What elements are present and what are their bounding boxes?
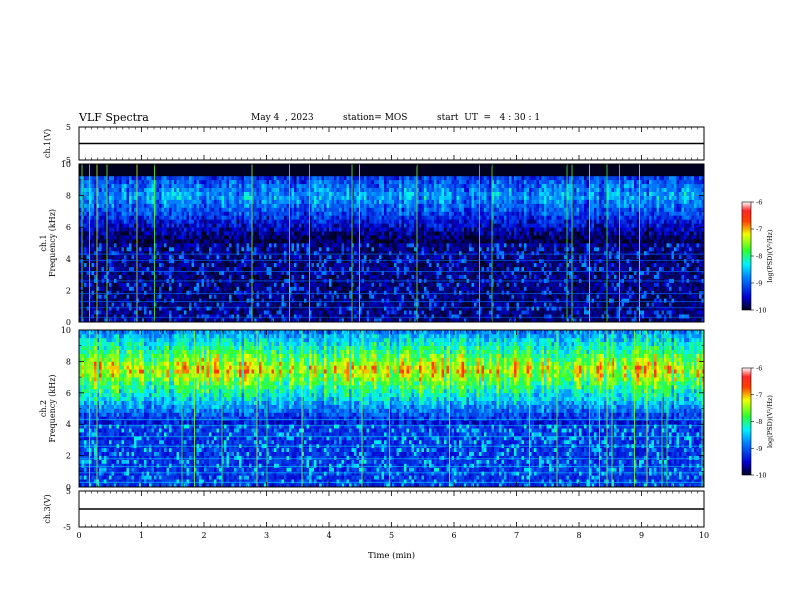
y-tick-label: 2 — [66, 452, 71, 461]
y-tick-label: 6 — [66, 223, 71, 232]
colorbar-tick-label: -10 — [756, 472, 766, 480]
x-tick-label: 2 — [201, 531, 206, 540]
y-tick-label: 5 — [66, 123, 71, 132]
y-tick-label: 10 — [61, 326, 71, 335]
sferic-line — [606, 164, 608, 322]
x-tick-label: 9 — [639, 531, 644, 540]
spectrogram-ch2 — [79, 330, 705, 488]
y-tick-label: 0 — [66, 318, 71, 327]
sferic-line — [449, 330, 450, 487]
y-tick-label: -5 — [63, 523, 71, 532]
spectrogram-ch1 — [79, 164, 705, 323]
colorbar — [741, 201, 752, 311]
sferic-line — [589, 330, 590, 487]
sferic-line — [646, 330, 648, 487]
sferic-line — [96, 330, 98, 487]
sferic-line — [256, 330, 258, 487]
y-tick-label: 8 — [66, 192, 71, 201]
sferic-line — [96, 164, 98, 322]
colorbar-tick-label: -6 — [756, 365, 762, 373]
y-tick-label: 8 — [66, 357, 71, 366]
station-label: station= MOS — [343, 113, 407, 123]
colorbar — [741, 367, 752, 476]
x-axis-title: Time (min) — [368, 550, 415, 561]
sferic-line — [589, 164, 590, 322]
sferic-line — [389, 330, 390, 487]
sferic-line — [289, 164, 290, 322]
sferic-line — [136, 164, 138, 322]
y-tick-label: 5 — [66, 487, 71, 496]
x-tick-label: 7 — [514, 531, 519, 540]
x-tick-label: 1 — [139, 531, 144, 540]
colorbar-tick-label: -8 — [756, 253, 762, 261]
sferic-line — [611, 330, 613, 487]
sferic-line — [301, 330, 303, 487]
sferic-line — [89, 164, 90, 322]
y-tick-label: -5 — [63, 156, 71, 165]
x-tick-label: 4 — [326, 531, 331, 540]
sferic-line — [571, 164, 573, 322]
colorbar-tick-label: -10 — [756, 307, 766, 315]
x-tick-label: 3 — [264, 531, 269, 540]
date-label: May 4 , 2023 — [251, 113, 314, 123]
colorbar-tick-label: -9 — [756, 280, 762, 288]
y-axis-label: Frequency (kHz) — [48, 209, 57, 277]
y-tick-label: 2 — [66, 286, 71, 295]
y-axis-label: ch.1 — [39, 234, 48, 251]
sferic-line — [556, 330, 558, 487]
sferic-line — [359, 164, 360, 322]
y-axis-label: ch.1(V) — [43, 129, 52, 158]
colorbar-tick-label: -7 — [756, 226, 762, 234]
colorbar-tick-label: -6 — [756, 199, 762, 207]
sferic-line — [606, 330, 608, 487]
sferic-line — [666, 330, 668, 487]
colorbar-tick-label: -8 — [756, 418, 762, 426]
sferic-line — [106, 164, 108, 322]
x-tick-label: 5 — [389, 531, 394, 540]
sferic-line — [351, 164, 353, 322]
y-tick-label: 4 — [66, 255, 71, 264]
sferic-line — [251, 164, 253, 322]
colorbar-label: log(PSD)(V²/Hz) — [766, 395, 774, 448]
colorbar-tick-label: -7 — [756, 391, 762, 399]
sferic-line — [619, 164, 620, 322]
y-axis-label: ch.2 — [39, 400, 48, 417]
y-axis-label: ch.3(V) — [43, 494, 52, 523]
sferic-line — [361, 330, 363, 487]
sferic-line — [599, 330, 600, 487]
sferic-line — [639, 164, 640, 322]
sferic-line — [661, 330, 663, 487]
y-tick-label: 6 — [66, 389, 71, 398]
y-axis-label: Frequency (kHz) — [48, 374, 57, 442]
x-tick-label: 6 — [451, 531, 456, 540]
colorbar-label: log(PSD)(V²/Hz) — [766, 229, 774, 282]
sferic-line — [81, 164, 83, 322]
colorbar-tick-label: -9 — [756, 445, 762, 453]
chart-title: VLF Spectra — [79, 111, 149, 124]
sferic-line — [266, 330, 268, 487]
sferic-line — [154, 164, 155, 322]
sferic-line — [416, 164, 418, 322]
start-time-label: start UT = 4 : 30 : 1 — [437, 113, 540, 123]
sferic-line — [491, 164, 493, 322]
y-tick-label: 4 — [66, 420, 71, 429]
x-tick-label: 0 — [76, 531, 81, 540]
sferic-line — [194, 330, 195, 487]
sferic-line — [529, 330, 530, 487]
y-tick-label: 10 — [61, 160, 71, 169]
y-tick-label: 0 — [66, 483, 71, 492]
sferic-line — [634, 330, 635, 487]
x-tick-label: 8 — [576, 531, 581, 540]
sferic-line — [221, 330, 223, 487]
sferic-line — [566, 164, 568, 322]
sferic-line — [89, 330, 90, 487]
sferic-line — [181, 330, 183, 487]
sferic-line — [479, 164, 480, 322]
sferic-line — [309, 164, 310, 322]
x-tick-label: 10 — [699, 531, 709, 540]
